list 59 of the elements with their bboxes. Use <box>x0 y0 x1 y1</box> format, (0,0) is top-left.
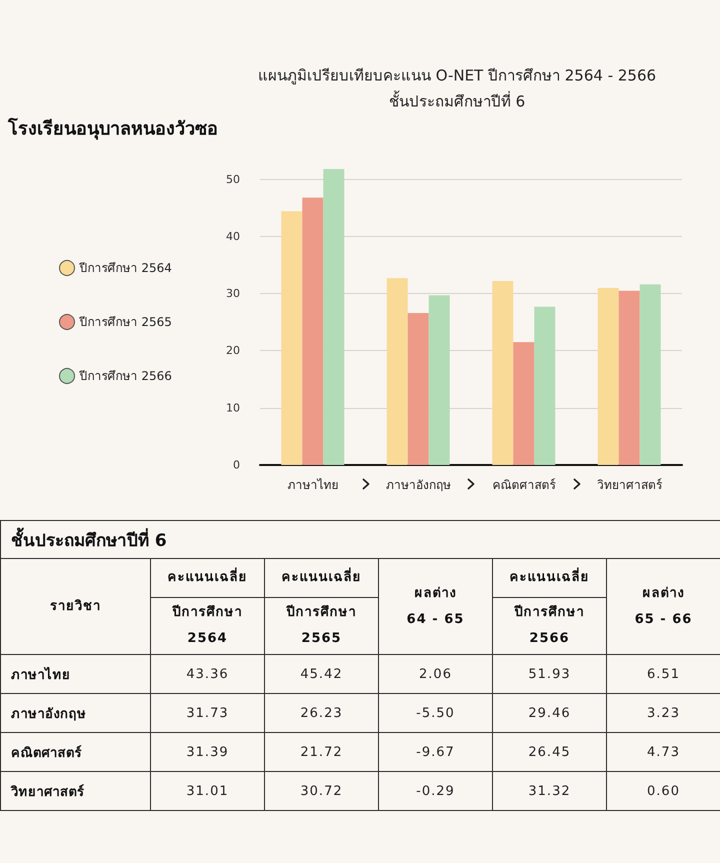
y-tick-label: 10 <box>226 401 240 414</box>
data-label: 29.46 <box>492 694 606 732</box>
data-label: -9.67 <box>378 732 492 772</box>
y-tick-label: 50 <box>226 172 240 186</box>
text: ผลต่าง 65 - 66 <box>634 584 694 628</box>
y-tick-label: 40 <box>226 230 240 243</box>
bar <box>618 290 640 465</box>
data-label: -0.29 <box>378 772 492 810</box>
category-label: ภาษาอังกฤษ <box>0 694 150 732</box>
x-tick-label: วิทยาศาสตร์ <box>596 478 663 492</box>
text: โรงเรียนอนุบาลหนองวัวซอ <box>7 118 218 140</box>
data-label: 4.73 <box>606 732 720 772</box>
x-tick-label: ภาษาไทย <box>287 478 338 492</box>
chart-title: แผนภูมิเปรียบเทียบคะแนน O-NET ปีการศึกษา 2564 - 2566 <box>258 66 656 84</box>
category-label: วิทยาศาสตร์ <box>0 772 150 810</box>
bar <box>408 313 429 465</box>
data-label: 51.93 <box>492 654 606 694</box>
data-label: 30.72 <box>264 772 378 810</box>
legend-label: ปีการศึกษา 2565 <box>78 315 172 329</box>
bar <box>281 211 302 465</box>
data-label: 31.39 <box>150 732 264 772</box>
legend-label: ปีการศึกษา 2564 <box>78 261 172 275</box>
data-label: 45.42 <box>264 654 378 694</box>
bar <box>302 198 324 465</box>
data-label: 26.23 <box>264 694 378 732</box>
data-label: 6.51 <box>606 654 720 694</box>
data-label: 31.01 <box>150 772 264 810</box>
bar <box>386 278 408 465</box>
text: ผลต่าง 64 - 65 <box>406 584 466 628</box>
data-label: 0.60 <box>606 772 720 810</box>
bar <box>513 342 534 465</box>
data-label: 21.72 <box>264 732 378 772</box>
data-label: 3.23 <box>606 694 720 732</box>
legend-label: ปีการศึกษา 2566 <box>78 369 172 383</box>
bar <box>598 288 619 465</box>
data-label: 31.73 <box>150 694 264 732</box>
text: คะแนนเฉลี่ย ปีการศึกษา 2565 <box>282 570 362 646</box>
y-tick-label: 30 <box>226 287 240 300</box>
bar <box>428 295 450 465</box>
bar <box>323 169 344 465</box>
data-label: -5.50 <box>378 694 492 732</box>
data-label: 2.06 <box>378 654 492 694</box>
category-label: คณิตศาสตร์ <box>0 732 150 772</box>
bar <box>640 284 661 465</box>
category-label: ภาษาไทย <box>0 654 150 694</box>
bar <box>534 306 556 465</box>
text: คะแนนเฉลี่ย ปีการศึกษา 2564 <box>168 570 248 646</box>
bar <box>492 281 514 465</box>
y-tick-label: 0 <box>233 458 240 472</box>
text: ชั้นประถมศึกษาปีที่ 6 <box>0 520 720 558</box>
data-label: 43.36 <box>150 654 264 694</box>
text: รายวิชา <box>0 558 150 654</box>
y-tick-label: 20 <box>226 344 240 358</box>
x-tick-label: ภาษาอังกฤษ <box>386 478 451 492</box>
x-tick-label: คณิตศาสตร์ <box>492 478 556 492</box>
data-label: 26.45 <box>492 732 606 772</box>
data-label: 31.32 <box>492 772 606 810</box>
text: คะแนนเฉลี่ย ปีการศึกษา 2566 <box>510 570 590 646</box>
chart-subtitle: ชั้นประถมศึกษาปีที่ 6 <box>388 90 526 110</box>
